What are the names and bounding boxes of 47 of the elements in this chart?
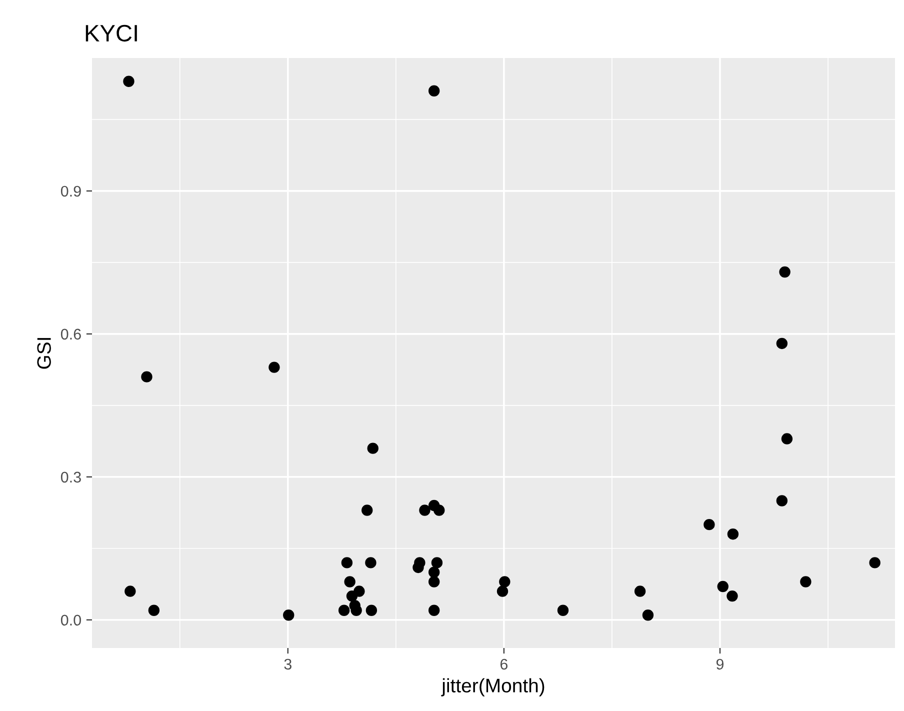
y-tick-label: 0.6	[60, 328, 81, 340]
point	[428, 576, 440, 588]
x-tick-label: 6	[500, 658, 508, 670]
point	[419, 504, 430, 516]
point	[779, 266, 790, 278]
point	[776, 338, 788, 350]
point	[557, 604, 569, 616]
point	[717, 580, 728, 592]
point	[869, 557, 880, 568]
point	[726, 590, 738, 602]
point	[367, 442, 378, 454]
point	[496, 586, 508, 597]
point	[141, 371, 152, 382]
point	[346, 590, 358, 602]
point	[499, 576, 510, 588]
point	[428, 85, 440, 96]
point	[634, 586, 646, 597]
x-axis-title: jitter(Month)	[441, 678, 544, 696]
point	[341, 557, 353, 568]
point	[350, 604, 362, 616]
y-tick-label: 0.0	[60, 614, 81, 626]
x-tick-label: 9	[716, 658, 724, 670]
point	[365, 557, 376, 568]
point	[124, 586, 136, 597]
point	[800, 576, 812, 588]
point	[776, 495, 788, 506]
point	[338, 604, 350, 616]
point	[344, 576, 356, 588]
x-tick-label: 3	[284, 658, 292, 670]
point	[727, 528, 739, 540]
point	[283, 610, 294, 621]
point	[123, 76, 134, 87]
point	[781, 433, 793, 444]
point	[362, 504, 373, 516]
y-tick-label: 0.3	[60, 472, 81, 483]
point	[148, 604, 160, 616]
point	[268, 362, 280, 373]
point	[431, 557, 443, 568]
point	[428, 566, 440, 578]
point	[642, 610, 654, 621]
point	[704, 518, 715, 530]
y-tick-label: 0.9	[60, 186, 81, 197]
point	[428, 604, 440, 616]
chart-title: KYCI	[86, 24, 137, 42]
point	[434, 504, 445, 516]
point	[366, 604, 378, 616]
y-axis-title: GSI	[37, 338, 51, 369]
